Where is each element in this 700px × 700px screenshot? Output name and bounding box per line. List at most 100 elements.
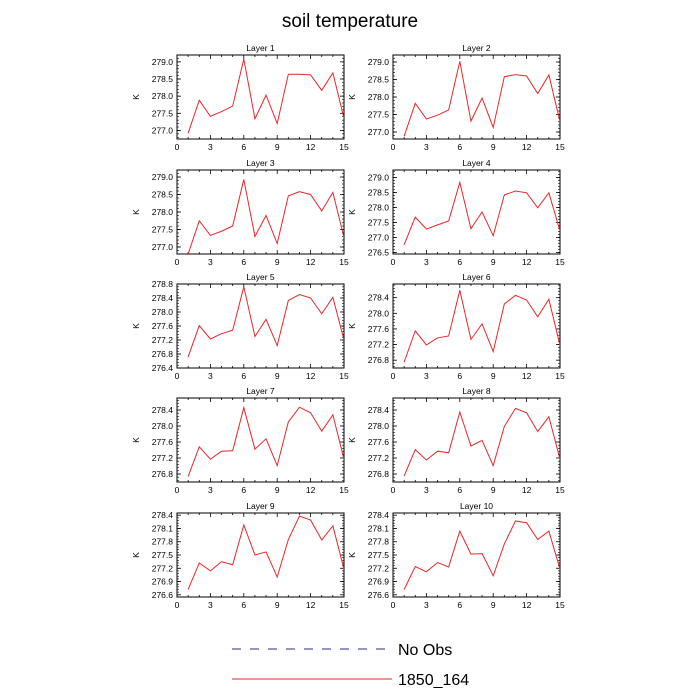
y-tick-label: 276.8 [368, 469, 390, 479]
plot-frame [392, 54, 561, 140]
panel-title: Layer 9 [246, 501, 275, 511]
panel-title: Layer 2 [462, 43, 491, 53]
x-tick-label: 0 [175, 485, 180, 495]
x-tick-label: 15 [555, 257, 565, 267]
y-tick-label: 276.6 [152, 590, 174, 600]
x-tick-label: 3 [208, 485, 213, 495]
x-tick-label: 15 [339, 371, 349, 381]
y-tick-label: 277.8 [368, 537, 390, 547]
panel-title: Layer 10 [460, 501, 493, 511]
panel-title: Layer 8 [462, 386, 491, 396]
x-tick-label: 9 [491, 371, 496, 381]
x-tick-label: 6 [241, 142, 246, 152]
plot-frame [176, 512, 345, 598]
y-axis-label: K [347, 323, 357, 329]
panel-layer-6: Layer 6 K 0 3 6 9 12 15 276.8 277.2 277.6 278.0 278.… [347, 272, 565, 381]
x-tick-label: 0 [175, 371, 180, 381]
y-axis-label: K [347, 437, 357, 443]
y-tick-label: 278.5 [152, 190, 174, 200]
series-line [187, 58, 344, 134]
x-tick-label: 3 [208, 257, 213, 267]
y-tick-label: 277.8 [152, 537, 174, 547]
x-tick-label: 6 [241, 257, 246, 267]
plot-frame [392, 397, 561, 483]
y-tick-label: 278.0 [152, 207, 174, 217]
x-tick-label: 3 [424, 142, 429, 152]
x-tick-label: 12 [306, 600, 316, 610]
x-tick-label: 12 [522, 142, 532, 152]
y-tick-label: 277.0 [368, 233, 390, 243]
x-tick-label: 15 [339, 257, 349, 267]
x-tick-label: 0 [391, 142, 396, 152]
x-tick-label: 6 [457, 371, 462, 381]
y-tick-label: 278.0 [368, 92, 390, 102]
panel-layer-5: Layer 5 K 0 3 6 9 12 15 276.4 276.8 277.2 277.6 278.… [131, 272, 349, 381]
x-tick-label: 0 [391, 371, 396, 381]
x-tick-label: 12 [306, 142, 316, 152]
y-tick-label: 278.0 [368, 308, 390, 318]
panel-title: Layer 6 [462, 272, 491, 282]
y-axis-label: K [347, 552, 357, 558]
x-tick-label: 0 [175, 142, 180, 152]
x-tick-label: 12 [306, 485, 316, 495]
y-tick-label: 277.5 [152, 550, 174, 560]
y-tick-label: 278.4 [152, 510, 174, 520]
series-line [403, 520, 560, 590]
y-tick-label: 278.1 [368, 523, 390, 533]
x-tick-label: 0 [175, 600, 180, 610]
y-tick-label: 276.8 [152, 349, 174, 359]
x-tick-label: 3 [208, 371, 213, 381]
y-tick-label: 277.6 [152, 321, 174, 331]
x-tick-label: 15 [555, 142, 565, 152]
x-tick-label: 3 [424, 257, 429, 267]
legend: No Obs 1850_164 [232, 642, 469, 689]
y-tick-label: 279.0 [368, 173, 390, 183]
x-tick-label: 9 [275, 371, 280, 381]
y-axis-label: K [347, 209, 357, 215]
y-tick-label: 277.0 [152, 242, 174, 252]
y-tick-label: 279.0 [368, 57, 390, 67]
y-tick-label: 277.2 [152, 563, 174, 573]
x-tick-label: 3 [424, 485, 429, 495]
legend-label-1: No Obs [398, 642, 452, 659]
y-axis-label: K [131, 437, 141, 443]
y-tick-label: 277.6 [368, 437, 390, 447]
x-tick-label: 12 [522, 600, 532, 610]
y-tick-label: 277.0 [368, 127, 390, 137]
x-tick-label: 12 [522, 371, 532, 381]
y-tick-label: 278.0 [152, 91, 174, 101]
y-tick-label: 279.0 [152, 57, 174, 67]
plot-frame [176, 283, 345, 369]
series-line [403, 180, 560, 245]
y-tick-label: 278.4 [368, 293, 390, 303]
panel-layer-10: Layer 10 K 0 3 6 9 12 15 276.6 276.9 277.2 277.5 277… [347, 501, 565, 610]
x-tick-label: 9 [275, 142, 280, 152]
x-tick-label: 15 [339, 600, 349, 610]
panel-layer-8: Layer 8 K 0 3 6 9 12 15 276.8 277.2 277.6 278.0 278.… [347, 386, 565, 495]
y-tick-label: 277.2 [368, 340, 390, 350]
y-tick-label: 276.8 [368, 355, 390, 365]
plot-frame [176, 54, 345, 140]
y-tick-label: 277.5 [152, 225, 174, 235]
y-tick-label: 278.0 [368, 203, 390, 213]
series-line [187, 179, 344, 254]
y-axis-label: K [347, 94, 357, 100]
x-tick-label: 9 [275, 485, 280, 495]
x-tick-label: 6 [457, 142, 462, 152]
figure-title: soil temperature [282, 11, 418, 32]
x-tick-label: 9 [275, 600, 280, 610]
y-tick-label: 278.4 [368, 510, 390, 520]
panel-layer-4: Layer 4 K 0 3 6 9 12 15 276.5 277.0 277.5 278.0 278.… [347, 158, 565, 267]
x-tick-label: 15 [339, 485, 349, 495]
x-tick-label: 6 [241, 485, 246, 495]
x-tick-label: 6 [241, 600, 246, 610]
y-tick-label: 277.5 [368, 110, 390, 120]
x-tick-label: 9 [275, 257, 280, 267]
x-tick-label: 15 [339, 142, 349, 152]
series-line [403, 290, 560, 363]
y-tick-label: 279.0 [152, 172, 174, 182]
x-tick-label: 3 [424, 600, 429, 610]
y-tick-label: 278.5 [368, 75, 390, 85]
y-tick-label: 277.6 [152, 437, 174, 447]
